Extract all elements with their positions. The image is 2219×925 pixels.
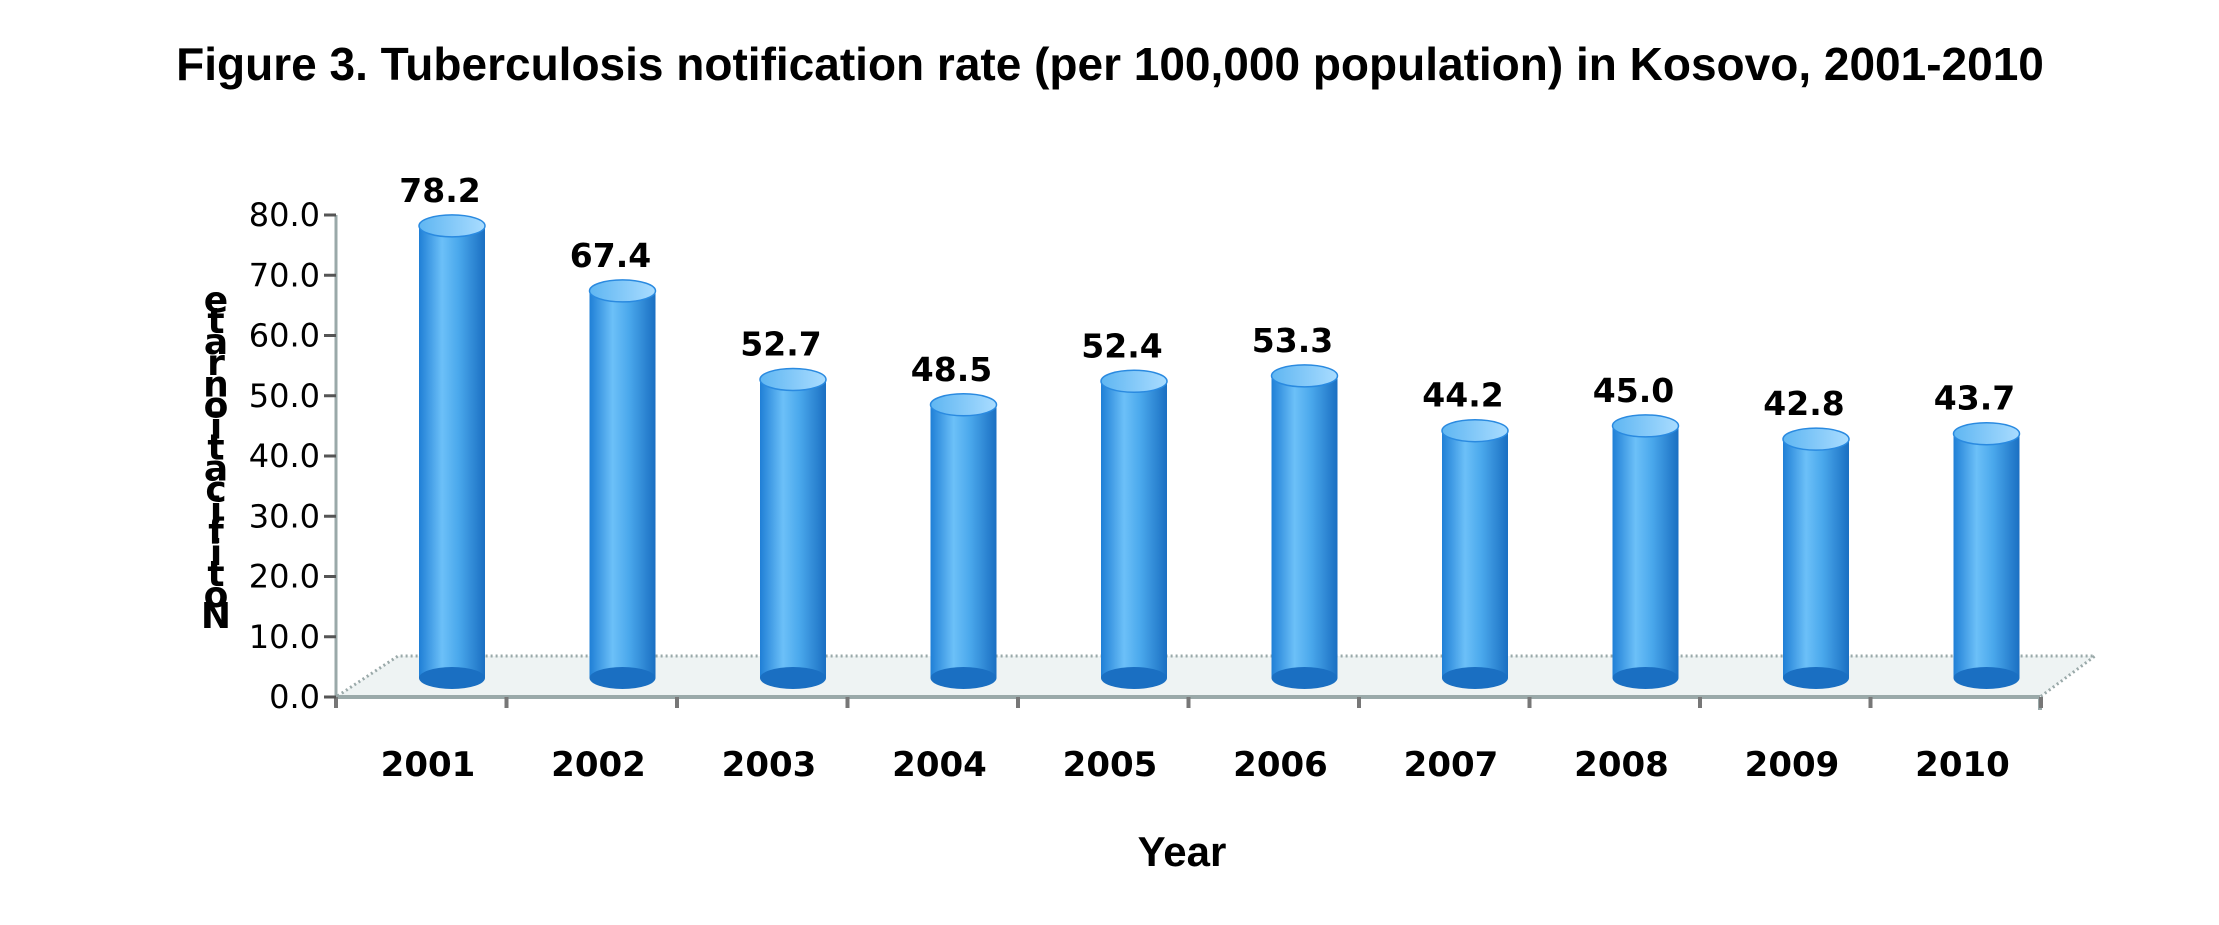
x-tick-label: 2010: [1915, 745, 2010, 785]
bar: [1611, 414, 1680, 689]
bar: [759, 367, 827, 689]
y-axis-title-char: a: [204, 449, 228, 490]
bar-body: [1612, 425, 1679, 678]
chart-title: Figure 3. Tuberculosis notification rate…: [176, 38, 2044, 90]
bar-cap: [929, 393, 998, 417]
bar-body: [1783, 439, 1849, 678]
y-axis-title-char: a: [204, 322, 228, 363]
data-label: 48.5: [911, 350, 992, 389]
bar-body: [1442, 430, 1508, 678]
bar-cap: [1270, 364, 1339, 388]
bar-base: [589, 667, 656, 689]
y-axis-title-char: f: [208, 512, 224, 553]
x-tick-label: 2006: [1233, 745, 1328, 785]
data-label: 43.7: [1934, 379, 2015, 418]
bar-cap: [759, 367, 827, 392]
data-label: 42.8: [1763, 384, 1844, 423]
y-tick-label: 20.0: [249, 558, 320, 596]
bar-base: [760, 667, 826, 689]
bar: [929, 393, 998, 689]
bar-cap: [1782, 427, 1850, 451]
data-label: 67.4: [570, 236, 651, 275]
bar-base: [419, 667, 485, 689]
bar: [1782, 427, 1850, 689]
y-axis-title-char: t: [207, 554, 224, 595]
bar-cap: [418, 214, 486, 238]
bar-cap: [1441, 418, 1509, 443]
y-tick-label: 60.0: [249, 317, 320, 355]
y-tick-labels: 0.0 10.0 20.0 30.0 40.0 50.0 60.0 70.0 80.0: [249, 196, 320, 716]
y-axis-title-char: c: [205, 470, 226, 511]
y-axis-title-char: o: [204, 575, 229, 616]
y-axis: [324, 213, 338, 699]
y-tick-label: 70.0: [249, 256, 320, 294]
bar-base: [1101, 667, 1167, 689]
x-tick-label: 2007: [1404, 745, 1499, 785]
y-axis-title-char: n: [203, 364, 229, 405]
y-axis-title-char: r: [207, 343, 225, 384]
y-axis-title-char: i: [210, 491, 222, 532]
y-axis-title-char: e: [204, 280, 228, 321]
y-tick-label: 30.0: [249, 497, 320, 535]
y-axis-title-char: i: [210, 533, 222, 574]
y-axis-title-char: o: [204, 385, 229, 426]
y-tick-label: 0.0: [269, 678, 320, 716]
x-tick-label: 2002: [551, 745, 646, 785]
bar: [1100, 369, 1168, 689]
data-label: 52.7: [740, 324, 821, 363]
y-tick-label: 10.0: [249, 618, 320, 656]
y-axis-title-char: t: [207, 301, 224, 342]
bar-body: [760, 379, 826, 678]
bars: [418, 214, 2021, 689]
x-tick-label: 2005: [1063, 745, 1158, 785]
data-label: 78.2: [399, 171, 480, 210]
bar-body: [419, 225, 485, 678]
x-axis-title: Year: [1138, 828, 1227, 875]
x-tick-label: 2008: [1574, 745, 1669, 785]
bar-cap: [1952, 421, 2021, 446]
x-tick-label: 2003: [722, 745, 817, 785]
bar-cap: [1100, 369, 1168, 394]
bar-cap: [588, 279, 657, 303]
bar-base: [1783, 667, 1849, 689]
bar-base: [1612, 667, 1679, 689]
bar-body: [1101, 381, 1167, 678]
bar-base: [1442, 667, 1508, 689]
y-axis-title-char: N: [201, 596, 231, 637]
x-tick-label: 2009: [1745, 745, 1840, 785]
bar: [1270, 364, 1339, 689]
data-label: 52.4: [1081, 326, 1162, 365]
x-tick-labels: 2001 2002 2003 2004 2005 2006 2007 2008 2009 2010: [381, 745, 2010, 785]
y-tick-label: 80.0: [249, 196, 320, 234]
bar: [588, 279, 657, 689]
y-axis-title-char: i: [210, 406, 222, 447]
data-label: 45.0: [1593, 371, 1674, 410]
bar-base: [1271, 667, 1338, 689]
data-label: 44.2: [1422, 376, 1503, 415]
data-label: 53.3: [1252, 321, 1333, 360]
y-axis-title-char: t: [207, 427, 224, 468]
x-tick-label: 2004: [892, 745, 987, 785]
bar-body: [930, 404, 997, 678]
bar-base: [930, 667, 997, 689]
x-tick-label: 2001: [381, 745, 476, 785]
data-labels: 78.2 67.4 52.7 48.5 52.4 53.3 44.2 45.0 42.8 43.7: [399, 171, 2015, 423]
bar-body: [1953, 433, 2020, 678]
bar-base: [1953, 667, 2020, 689]
y-tick-label: 40.0: [249, 437, 320, 475]
y-tick-label: 50.0: [249, 377, 320, 415]
bar-body: [1271, 375, 1338, 678]
bar-body: [589, 290, 656, 678]
bar: [1952, 421, 2021, 689]
bar: [418, 214, 486, 689]
bar-cap: [1611, 414, 1680, 438]
bar: [1441, 418, 1509, 689]
